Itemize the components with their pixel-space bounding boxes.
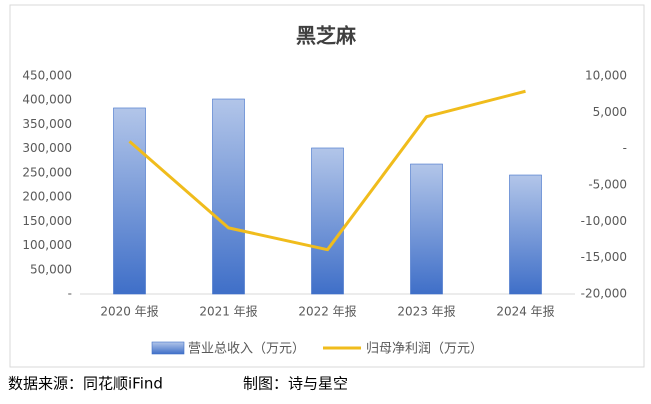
yticks-label: 350,000 [22, 117, 72, 131]
bar [509, 174, 542, 295]
source: 数据来源：同花顺iFind [8, 375, 163, 393]
yticks-label: 50,000 [30, 262, 72, 276]
yticks-label: - [68, 287, 72, 301]
yticks-label: 400,000 [22, 93, 72, 107]
yticks-label: 300,000 [22, 141, 72, 155]
y2ticks-label: - [623, 141, 627, 155]
line [128, 89, 526, 252]
yticks-label: 100,000 [22, 238, 72, 252]
x-tick-label: 2022 年报 [298, 304, 356, 319]
y2ticks-label: 10,000 [585, 69, 627, 83]
legend-label: 营业总收入（万元） [188, 342, 305, 357]
y2ticks-label: -20,000 [581, 287, 627, 301]
yticks-label: 200,000 [22, 190, 72, 204]
yticks-label: 250,000 [22, 165, 72, 179]
bar [212, 98, 245, 295]
y2ticks-label: 5,000 [593, 105, 627, 119]
yticks-label: 450,000 [22, 69, 72, 83]
yticks-label: 150,000 [22, 214, 72, 228]
legend-label: 归母净利润（万元） [366, 342, 483, 357]
bar [410, 163, 443, 295]
legend-swatch [151, 341, 185, 355]
chart-title: 黑芝麻 [296, 24, 357, 48]
x-tick-label: 2024 年报 [496, 304, 554, 319]
y2ticks-label: -10,000 [581, 214, 627, 228]
x-tick-label: 2023 年报 [397, 304, 455, 319]
x-tick-label: 2020 年报 [100, 304, 158, 319]
bar [113, 107, 146, 295]
x-tick-label: 2021 年报 [199, 304, 257, 319]
y2ticks-label: -5,000 [588, 178, 627, 192]
y2ticks-label: -15,000 [581, 250, 627, 264]
credit: 制图：诗与星空 [243, 375, 348, 393]
bar [311, 147, 344, 295]
